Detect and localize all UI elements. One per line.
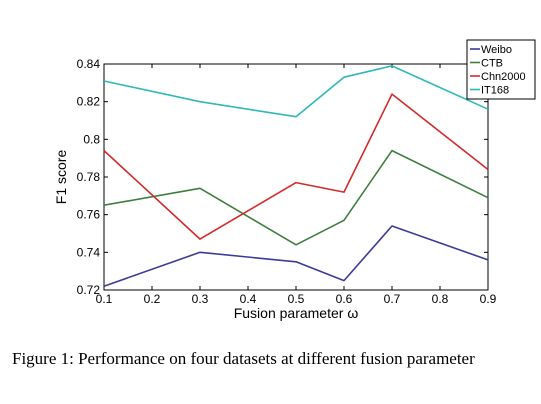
line-chart: 0.1 0.2 0.3 0.4 0.5 0.6 0.7 0.8 0.90.720.740.760…: [0, 0, 541, 340]
x-axis-label: Fusion parameter ω: [234, 305, 359, 321]
series-line-ctb: [104, 151, 488, 245]
legend-label-it168: IT168: [481, 85, 509, 97]
legend-label-weibo: Weibo: [481, 44, 512, 56]
y-tick-label: 0.72: [77, 283, 101, 297]
y-tick-label: 0.8: [83, 132, 100, 146]
plot-frame: [104, 64, 488, 290]
x-tick-label: 0.9: [480, 292, 497, 306]
x-tick-label: 0.8: [432, 292, 449, 306]
x-tick-label: 0.2: [144, 292, 161, 306]
legend-label-ctb: CTB: [481, 58, 503, 70]
series-line-weibo: [104, 226, 488, 286]
legend-label-chn2000: Chn2000: [481, 71, 526, 83]
y-axis-label: F1 score: [53, 150, 69, 205]
y-tick-label: 0.82: [77, 95, 101, 109]
y-tick-label: 0.84: [77, 57, 101, 71]
x-tick-label: 0.5: [288, 292, 305, 306]
x-tick-label: 0.7: [384, 292, 401, 306]
figure-caption: Figure 1: Performance on four datasets a…: [12, 348, 537, 369]
x-tick-label: 0.3: [192, 292, 209, 306]
x-tick-label: 0.4: [240, 292, 257, 306]
y-tick-label: 0.76: [77, 208, 101, 222]
y-tick-label: 0.74: [77, 245, 101, 259]
x-tick-label: 0.6: [336, 292, 353, 306]
series-line-it168: [104, 66, 488, 117]
y-tick-label: 0.78: [77, 170, 101, 184]
